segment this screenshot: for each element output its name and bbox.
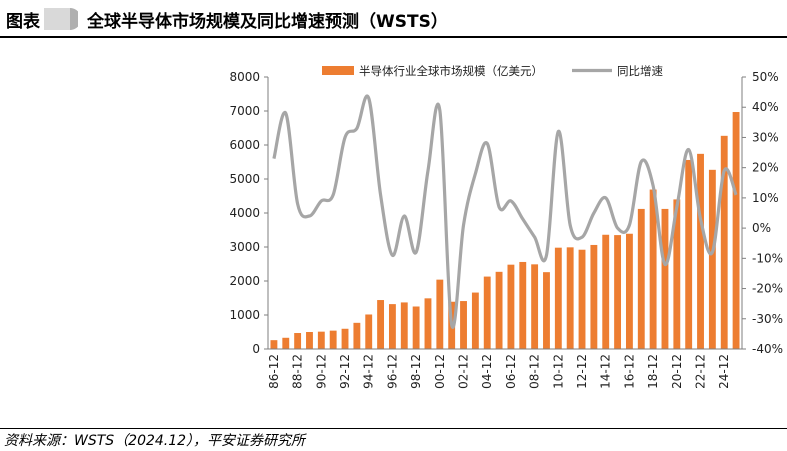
x-tick-label: 92-12 [338,354,352,389]
bar-06 [507,264,515,349]
y-axis-left: 0 1000 2000 3000 4000 5000 6000 7000 8000 [229,70,269,356]
bar-96 [388,304,396,349]
y-right-tick-label: 0% [752,221,771,235]
bar-99 [424,298,432,349]
bar-02 [460,301,467,349]
y-left-tick-label: 5000 [229,172,260,186]
x-tick-label: 20-12 [670,354,684,389]
legend: 半导体行业全球市场规模（亿美元） 同比增速 [322,64,663,78]
x-tick-label: 96-12 [385,354,399,389]
y-right-tick-label: -20% [752,282,783,296]
y-right-tick-label: -10% [752,251,783,265]
bar-88 [294,333,302,349]
bar-20 [673,199,681,349]
bar-91 [329,330,337,349]
bar-03 [471,292,479,349]
y-right-tick-label: 50% [752,70,779,84]
bar-98 [412,306,420,349]
bar-87 [282,337,290,349]
bar-89 [306,332,313,349]
x-tick-label: 86-12 [267,354,281,389]
bar-13 [590,244,598,349]
y-left-tick-label: 6000 [229,138,260,152]
x-tick-label: 22-12 [694,354,708,389]
bar-94 [365,314,373,349]
line-series [272,94,738,329]
y-right-tick-label: 40% [752,100,779,114]
bar-97 [400,302,408,349]
bar-09 [543,272,550,349]
y-right-tick-label: 30% [752,130,779,144]
bar-18 [649,189,657,349]
x-tick-label: 24-12 [717,354,731,389]
bar-10 [554,247,562,349]
legend-label-line: 同比增速 [617,64,663,78]
bar-11 [566,247,574,349]
bar-07 [519,261,527,349]
x-axis: 86-12 88-12 90-12 92-12 94-12 96-12 98-12 00-12… [267,348,742,389]
bar-93 [353,322,361,349]
x-tick-label: 98-12 [409,354,423,389]
x-tick-label: 14-12 [599,354,613,389]
y-right-tick-label: 10% [752,191,779,205]
bar-23 [708,169,716,349]
y-right-tick-label: 20% [752,161,779,175]
chart-title: 全球半导体市场规模及同比增速预测（WSTS） [87,12,448,32]
legend-label-bar: 半导体行业全球市场规模（亿美元） [359,64,543,78]
y-left-tick-label: 4000 [229,206,260,220]
y-left-tick-label: 8000 [229,70,260,84]
source-note: 资料来源：WSTS（2024.12），平安证券研究所 [4,433,306,449]
bar-95 [377,300,385,349]
y-axis-right: -40% -30% -20% -10% 0% 10% 20% 30% 40% 50% [741,70,783,356]
x-tick-label: 00-12 [433,354,447,389]
figure-label: 图表 [6,12,40,32]
bar-14 [602,234,610,349]
bar-22 [697,153,704,349]
figure-mark-icon [44,8,78,30]
y-right-tick-label: -30% [752,312,783,326]
x-tick-label: 18-12 [646,354,660,389]
bar-19 [661,208,669,349]
bar-series [270,112,740,350]
y-left-tick-label: 2000 [229,274,260,288]
x-tick-label: 10-12 [551,354,565,389]
y-right-tick-label: -40% [752,342,783,356]
x-tick-label: 08-12 [528,354,542,389]
bar-08 [531,264,539,349]
bar-92 [341,328,349,349]
legend-swatch-bar [322,66,354,75]
source-rule [0,428,787,429]
x-tick-label: 94-12 [362,354,376,389]
bar-12 [578,249,586,349]
x-tick-label: 16-12 [622,354,636,389]
bar-05 [495,271,503,349]
bar-25 [732,112,740,350]
bar-21 [685,159,693,349]
bar-90 [317,331,325,349]
bar-15 [614,235,622,349]
x-tick-label: 12-12 [575,354,589,389]
x-tick-label: 90-12 [314,354,328,389]
x-tick-label: 06-12 [504,354,518,389]
y-left-tick-label: 0 [252,342,260,356]
chart: 0 1000 2000 3000 4000 5000 6000 7000 8000 -40% -3… [229,64,783,389]
bar-24 [720,135,728,349]
y-left-tick-label: 7000 [229,104,260,118]
bar-17 [637,208,645,349]
title-rule [0,36,787,38]
bar-86 [270,340,278,349]
bar-04 [483,276,491,349]
bar-00 [436,279,444,349]
bar-16 [625,233,633,349]
growth-line [272,94,738,329]
y-left-tick-label: 3000 [229,240,260,254]
x-tick-label: 04-12 [480,354,494,389]
x-tick-label: 88-12 [291,354,305,389]
y-left-tick-label: 1000 [229,308,260,322]
x-tick-label: 02-12 [457,354,471,389]
title-bar: 图表 全球半导体市场规模及同比增速预测（WSTS） [0,0,787,40]
